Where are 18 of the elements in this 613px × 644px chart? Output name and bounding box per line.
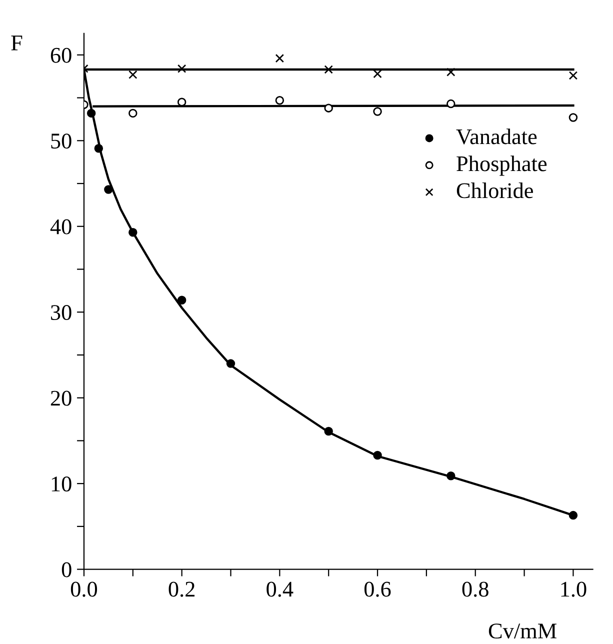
y-axis-title: F: [11, 36, 22, 50]
y-tick-label: 0: [62, 562, 72, 578]
x-tick-label: 0.0: [70, 582, 98, 597]
x-tick-label: 0.2: [168, 582, 194, 597]
legend-label: Phosphate: [456, 156, 547, 176]
x-axis-title: Cv/mM: [488, 624, 557, 639]
x-tick-label: 1.0: [561, 582, 586, 597]
legend-label: Chloride: [456, 182, 533, 198]
y-tick-label: 50: [51, 134, 72, 149]
x-tick-label: 0.8: [462, 582, 488, 597]
y-tick-label: 40: [50, 219, 72, 234]
x-tick-label: 0.6: [364, 582, 391, 597]
x-tick-label: 0.4: [266, 582, 294, 597]
y-tick-label: 30: [51, 305, 72, 320]
legend-label: Vanadate: [456, 128, 537, 144]
y-tick-label: 60: [50, 48, 72, 63]
y-tick-label: 10: [52, 476, 72, 492]
y-tick-label: 20: [50, 390, 72, 406]
